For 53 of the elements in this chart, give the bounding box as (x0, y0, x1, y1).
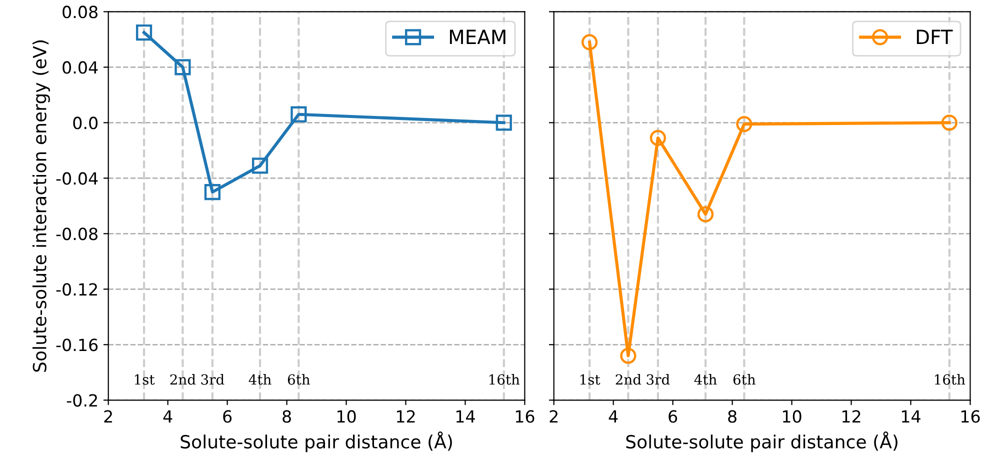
point (697, 206, 714, 222)
x-tick-label: 14 (456, 410, 475, 423)
y-tick-label: 0.0 (73, 116, 98, 130)
x-tick-label: 2 (550, 410, 558, 423)
point (650, 130, 666, 146)
point (736, 116, 752, 132)
point (204, 184, 220, 200)
ref-line-label: 3rd (201, 374, 224, 385)
x-tick-label: 10 (338, 410, 356, 423)
x-tick-label: 4 (608, 410, 618, 423)
x-tick-label: 16 (961, 410, 980, 423)
point (496, 114, 512, 131)
point (941, 114, 958, 131)
ref-line-label: 16th (935, 374, 966, 385)
y-tick-label: -0.04 (56, 172, 98, 185)
point (620, 348, 636, 364)
x-tick-label: 2 (104, 410, 112, 423)
x-tick-label: 12 (842, 410, 860, 423)
y-axis-title: Solute-solute interaction energy (eV) (32, 40, 50, 372)
ref-line-label: 6th (288, 374, 310, 385)
y-tick-label: 0.04 (62, 61, 98, 74)
ref-line-label: 2nd (170, 374, 196, 385)
point (581, 34, 598, 50)
x-tick-label: 12 (396, 410, 415, 423)
ref-line-label: 16th (489, 374, 520, 385)
x-tick-label: 8 (728, 410, 736, 423)
x-axis-title: Solute-solute pair distance (Å) (626, 432, 898, 452)
x-tick-label: 10 (783, 410, 802, 423)
y-tick-label: -0.16 (56, 338, 98, 352)
y-tick-label: 0.08 (62, 6, 98, 18)
ref-line-label: 1st (580, 374, 600, 385)
ref-line-label: 3rd (646, 374, 670, 385)
x-tick-label: 4 (163, 410, 172, 423)
y-tick-label: -0.2 (66, 394, 97, 407)
y-tick-label: -0.08 (56, 228, 98, 240)
ref-line-label: 4th (248, 374, 272, 385)
point (174, 59, 191, 76)
legend-label: MEAM (450, 30, 506, 44)
ref-line-label: 2nd (616, 374, 642, 385)
legend-label: DFT (916, 30, 953, 44)
point (252, 158, 268, 174)
x-tick-label: 14 (902, 410, 920, 423)
y-tick-label: -0.12 (56, 283, 97, 296)
ref-line-label: 4th (694, 374, 717, 385)
x-tick-label: 8 (282, 410, 291, 423)
x-tick-label: 16 (516, 410, 534, 423)
ref-line-label: 6th (733, 374, 756, 385)
x-tick-label: 6 (668, 410, 678, 423)
ref-line-label: 1st (134, 374, 155, 385)
point (136, 24, 152, 41)
point (290, 106, 307, 122)
x-tick-label: 6 (223, 410, 232, 423)
x-axis-title: Solute-solute pair distance (Å) (180, 432, 452, 452)
